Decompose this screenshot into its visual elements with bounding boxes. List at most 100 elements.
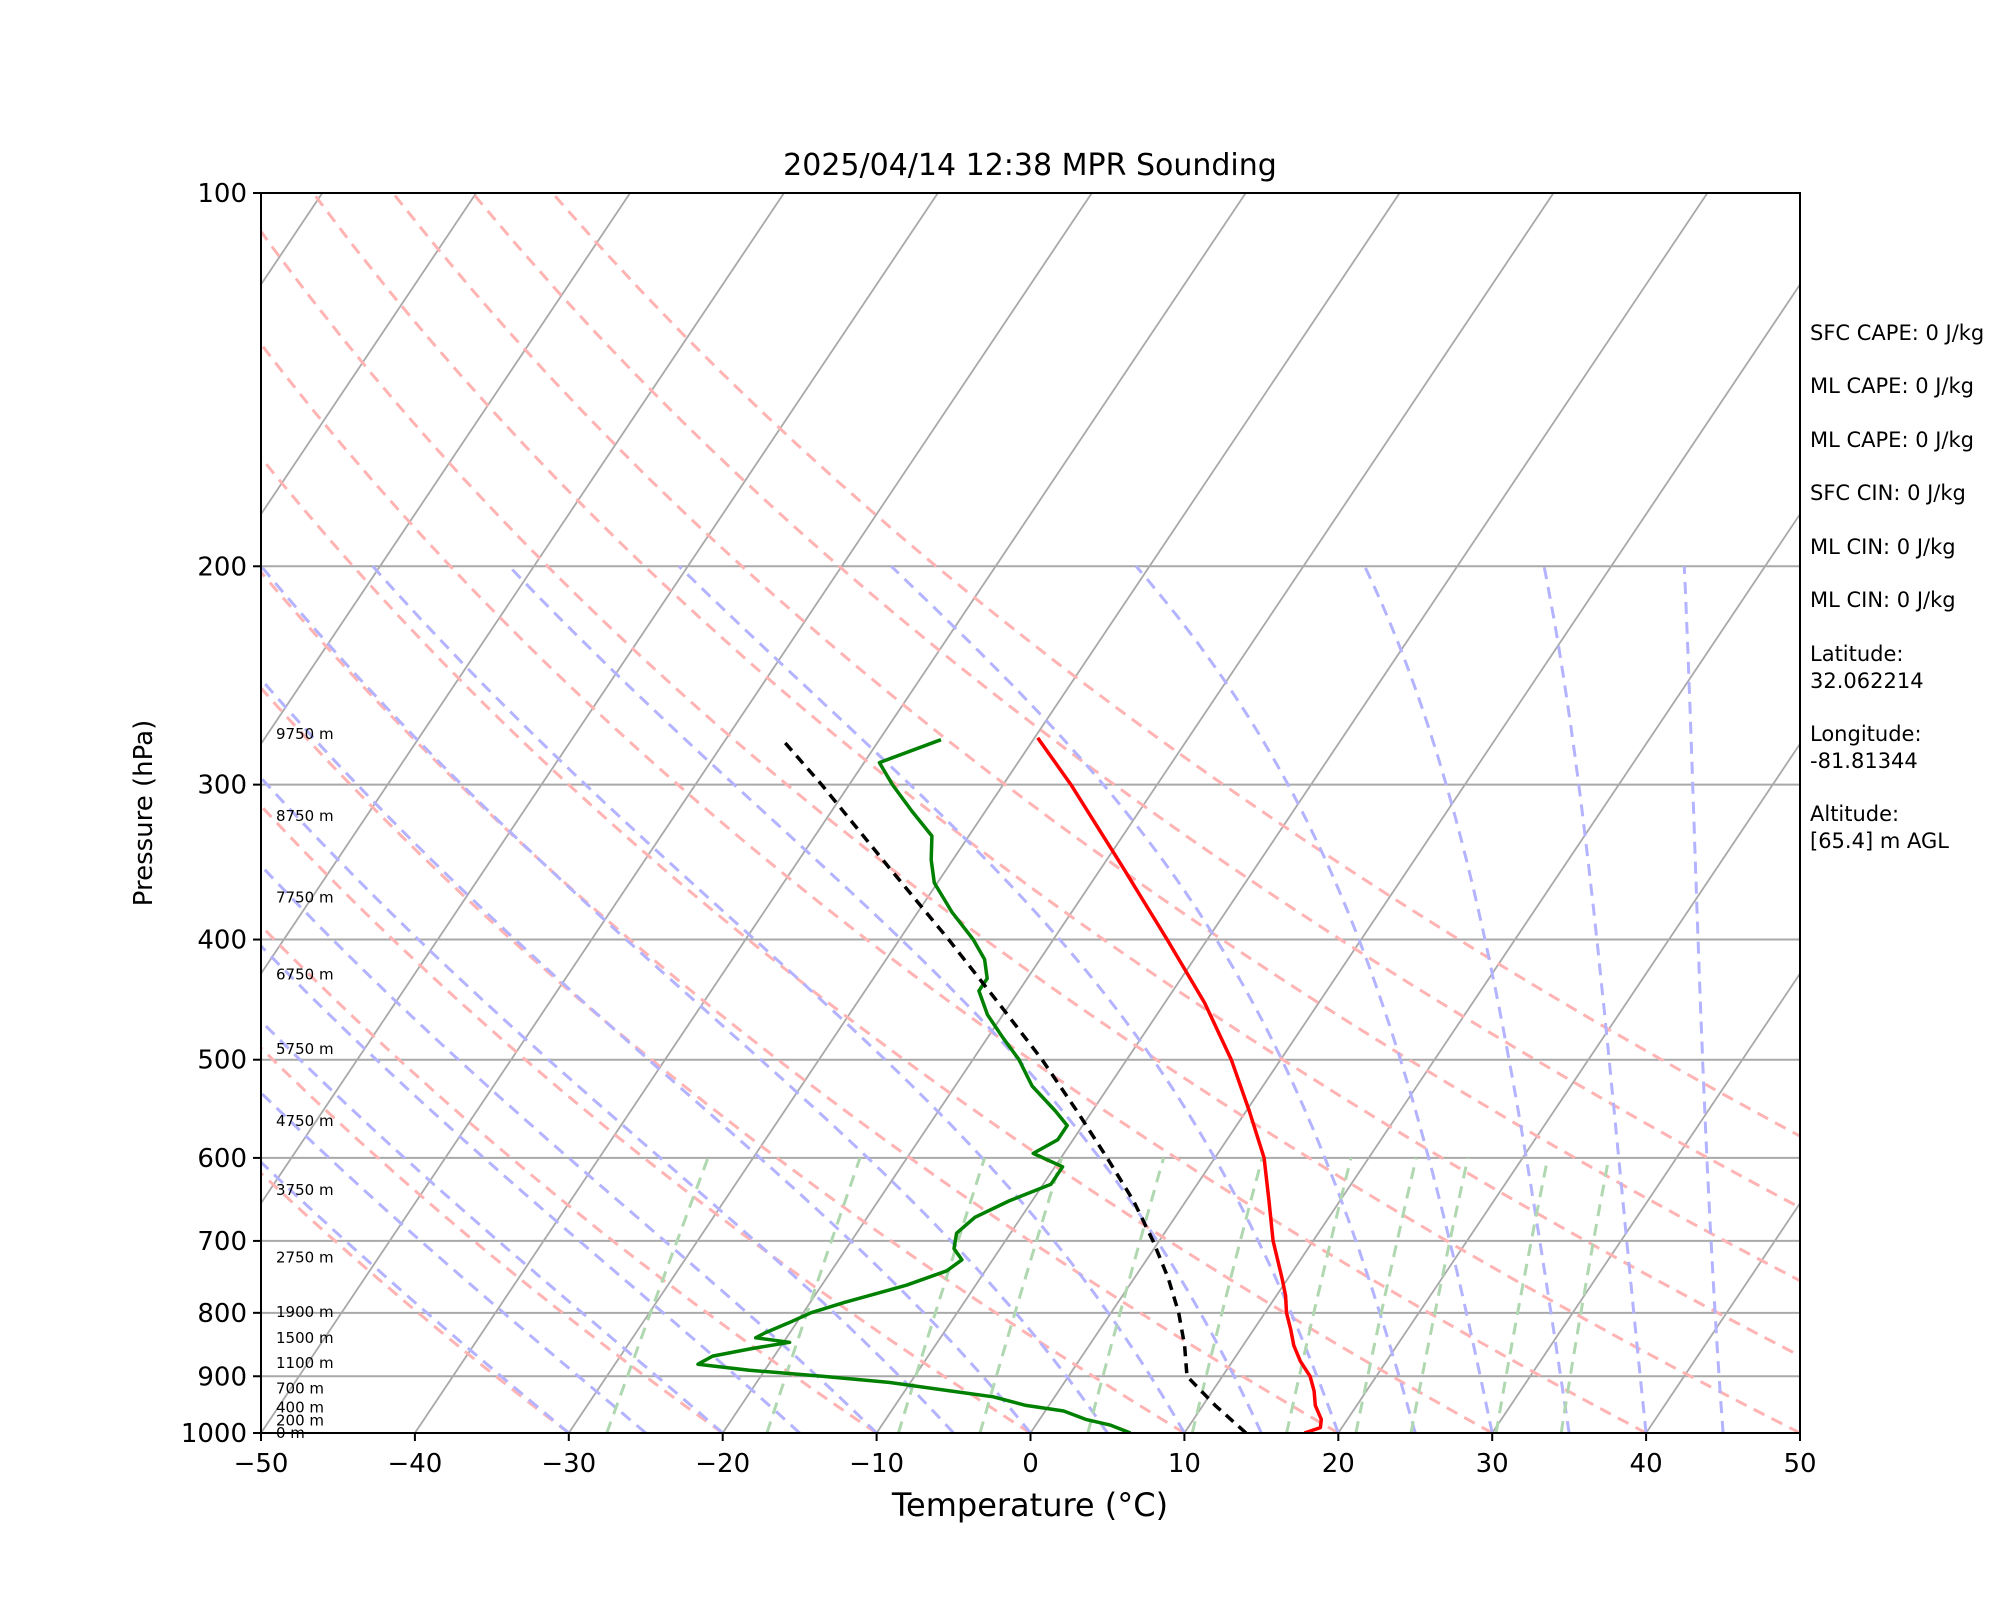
moist-adiabat-line: [371, 565, 1186, 1433]
height-label: 400 m: [276, 1399, 324, 1417]
isotherm-line: [0, 193, 15, 1433]
x-axis-label: Temperature (°C): [891, 1486, 1168, 1524]
temperature-line: [1036, 736, 1324, 1433]
x-tick-label: −20: [695, 1449, 750, 1479]
longitude-value: -81.81344: [1810, 749, 1918, 773]
longitude-label: Longitude:: [1810, 722, 1922, 746]
dry-adiabat-line: [261, 341, 1647, 1433]
isotherm-line: [261, 193, 477, 516]
parcel-profile-line: [779, 736, 1248, 1433]
x-axis-ticks: −50 −40 −30 −20 −10 0 10 20 30 40 50: [234, 1433, 1817, 1479]
isotherm-line: [1029, 282, 1800, 1433]
dry-adiabat-line: [551, 193, 1800, 1138]
y-tick-label: 100: [197, 179, 247, 209]
moist-adiabat-line: [1363, 565, 1571, 1433]
mixing-ratio-line: [1285, 1157, 1353, 1433]
dry-adiabat-line: [261, 803, 1032, 1433]
height-label: 7750 m: [276, 889, 334, 907]
dry-adiabats: [261, 193, 1800, 1433]
moist-adiabat-line: [508, 565, 1263, 1433]
height-label: 5750 m: [276, 1040, 334, 1058]
sfc-cape-text: SFC CAPE: 0 J/kg: [1810, 321, 1984, 345]
y-axis-ticks: 100 200 300 400 500 600 700 800 900 1000: [181, 179, 261, 1449]
y-tick-label: 800: [197, 1299, 247, 1329]
mixing-ratio-line: [1409, 1157, 1470, 1433]
dry-adiabat-line: [261, 569, 1340, 1433]
dry-adiabat-line: [391, 193, 1800, 1283]
height-label: 6750 m: [276, 966, 334, 984]
isotherm-line: [414, 193, 1247, 1433]
x-tick-label: 50: [1783, 1449, 1816, 1479]
mixing-ratio-line: [1086, 1157, 1166, 1433]
dry-adiabat-line: [261, 228, 1800, 1433]
height-label: 1500 m: [276, 1329, 334, 1347]
y-axis-label: Pressure (hPa): [129, 720, 159, 907]
height-label: 700 m: [276, 1380, 324, 1398]
x-tick-label: −40: [387, 1449, 442, 1479]
moist-adiabat-line: [678, 565, 1340, 1433]
moist-adiabat-line: [890, 565, 1417, 1433]
x-tick-label: −10: [849, 1449, 904, 1479]
isotherm-line: [261, 193, 1093, 1433]
mixing-ratio-line: [978, 1157, 1064, 1433]
x-tick-label: 10: [1168, 1449, 1201, 1479]
dry-adiabat-line: [471, 193, 1800, 1210]
moist-adiabat-line: [1135, 565, 1494, 1433]
isotherm-line: [261, 193, 939, 1205]
height-label: 1900 m: [276, 1303, 334, 1321]
sounding-profiles: [696, 736, 1324, 1433]
moist-adiabats: [261, 565, 1725, 1433]
x-tick-label: 0: [1022, 1449, 1039, 1479]
mixing-ratio-line: [1559, 1157, 1611, 1433]
y-tick-label: 600: [197, 1144, 247, 1174]
height-label: 9750 m: [276, 725, 334, 743]
altitude-value: [65.4] m AGL: [1810, 829, 1949, 853]
dry-adiabat-line: [261, 1171, 570, 1433]
isotherm-grid: [0, 193, 1800, 1433]
y-tick-label: 900: [197, 1362, 247, 1392]
chart-title: 2025/04/14 12:38 MPR Sounding: [783, 148, 1277, 183]
isotherm-line: [1337, 742, 1800, 1433]
moist-adiabat-line: [261, 676, 1032, 1433]
mixing-ratio-line: [765, 1157, 862, 1433]
height-label: 4750 m: [276, 1112, 334, 1130]
y-tick-label: 1000: [181, 1419, 247, 1449]
height-label: 8750 m: [276, 807, 334, 825]
mixing-ratio-line: [605, 1157, 710, 1433]
height-label: 3750 m: [276, 1181, 334, 1199]
x-tick-label: 40: [1630, 1449, 1663, 1479]
isotherm-line: [1491, 971, 1800, 1433]
moist-adiabat-line: [261, 775, 955, 1433]
y-tick-label: 400: [197, 926, 247, 956]
y-tick-label: 700: [197, 1227, 247, 1257]
mixing-ratio-line: [1354, 1157, 1418, 1433]
moist-adiabat-line: [261, 565, 1109, 1433]
dry-adiabat-line: [312, 193, 1800, 1358]
isotherm-line: [261, 193, 785, 976]
latitude-label: Latitude:: [1810, 642, 1904, 666]
dewpoint-line: [696, 738, 1132, 1433]
latitude-value: 32.062214: [1810, 669, 1924, 693]
height-label: 2750 m: [276, 1249, 334, 1267]
dry-adiabat-line: [261, 1045, 724, 1433]
x-tick-label: −30: [541, 1449, 596, 1479]
moist-adiabat-line: [1682, 566, 1725, 1433]
sounding-info-panel: SFC CAPE: 0 J/kg ML CAPE: 0 J/kg ML CAPE…: [1810, 321, 1984, 853]
height-label: 1100 m: [276, 1354, 334, 1372]
mixing-ratio-line: [1494, 1157, 1550, 1433]
x-tick-label: 30: [1476, 1449, 1509, 1479]
height-label: 200 m: [276, 1411, 324, 1429]
isotherm-line: [568, 193, 1401, 1433]
dry-adiabat-line: [261, 923, 878, 1433]
sfc-cin-text: SFC CIN: 0 J/kg: [1810, 481, 1966, 505]
mixing-ratio-line: [1190, 1157, 1264, 1433]
isotherm-line: [261, 193, 631, 746]
ml-cin-text-2: ML CIN: 0 J/kg: [1810, 588, 1956, 612]
plot-area: [0, 193, 1800, 1433]
isotherm-line: [721, 193, 1555, 1433]
moist-adiabat-line: [261, 1018, 724, 1433]
mixing-ratio-line: [896, 1157, 987, 1433]
isotherm-line: [1183, 512, 1800, 1433]
